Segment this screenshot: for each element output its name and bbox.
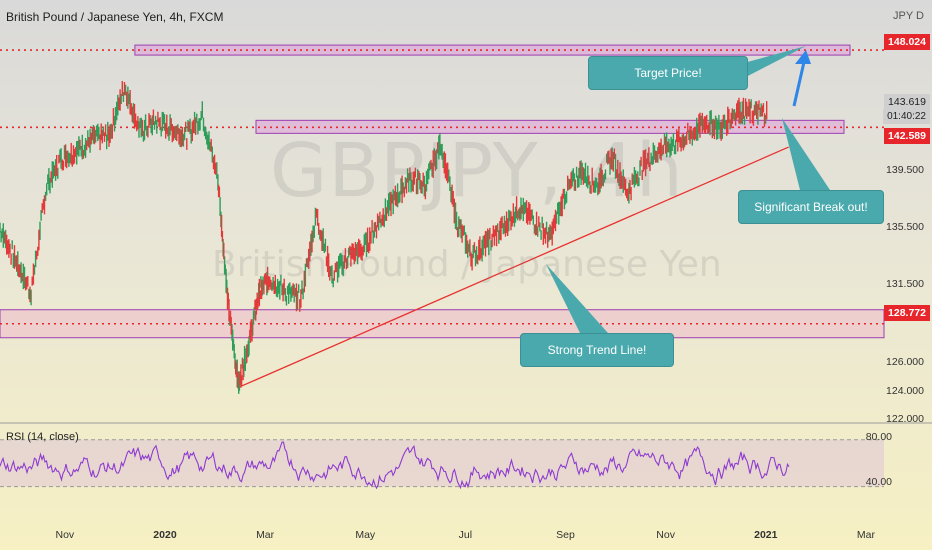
target-callout-pointer	[740, 46, 806, 80]
x-tick-label: Jul	[458, 529, 473, 541]
x-tick-label: Mar	[856, 529, 875, 541]
breakout-price-label: 142.589	[884, 128, 930, 144]
support-price-label: 128.772	[884, 305, 930, 321]
target-arrow-head	[795, 50, 811, 64]
current-price-label: 143.619	[884, 94, 930, 110]
target-callout[interactable]: Target Price!	[588, 56, 748, 90]
target-arrow-shaft	[792, 61, 806, 107]
y-tick-label: 122.000	[886, 413, 924, 425]
price-candles-down	[3, 81, 768, 389]
y-tick-label: 124.000	[886, 384, 924, 397]
x-tick-label: Mar	[256, 529, 275, 541]
x-tick-label: Nov	[55, 529, 75, 541]
currency-code: JPY	[893, 10, 913, 22]
rsi-upper-tick: 80.00	[865, 431, 892, 443]
breakout-callout-pointer	[782, 118, 830, 190]
trendline-callout-pointer	[546, 264, 608, 333]
x-tick-label: Nov	[656, 529, 675, 541]
currency-tag: JPY D	[893, 10, 924, 22]
y-tick-label: 131.500	[886, 277, 924, 290]
x-tick-label: May	[355, 529, 376, 541]
x-tick-label: 2020	[153, 529, 177, 541]
target-price-label: 148.024	[884, 34, 930, 50]
chart-title[interactable]: British Pound / Japanese Yen, 4h, FXCM	[6, 10, 224, 24]
watermark-symbol: GBPJPY, 4h	[270, 128, 684, 214]
support-zone	[0, 309, 885, 339]
watermark-name: British Pound / Japanese Yen	[212, 244, 722, 285]
x-tick-label: Sep	[556, 529, 575, 541]
currency-suffix: D	[916, 10, 924, 22]
countdown-label: 01:40:22	[883, 109, 930, 124]
x-tick-label: 2021	[754, 529, 778, 541]
trendline-callout[interactable]: Strong Trend Line!	[520, 333, 674, 367]
rsi-band	[0, 439, 884, 487]
y-tick-label: 135.500	[886, 221, 924, 234]
rsi-title[interactable]: RSI (14, close)	[6, 431, 79, 443]
y-tick-label: 126.000	[886, 356, 924, 369]
breakout-callout[interactable]: Significant Break out!	[738, 190, 884, 224]
trend-line	[238, 146, 789, 388]
y-tick-label: 139.500	[886, 164, 924, 177]
rsi-lower-tick: 40.00	[865, 476, 892, 488]
rsi-line	[0, 441, 790, 490]
